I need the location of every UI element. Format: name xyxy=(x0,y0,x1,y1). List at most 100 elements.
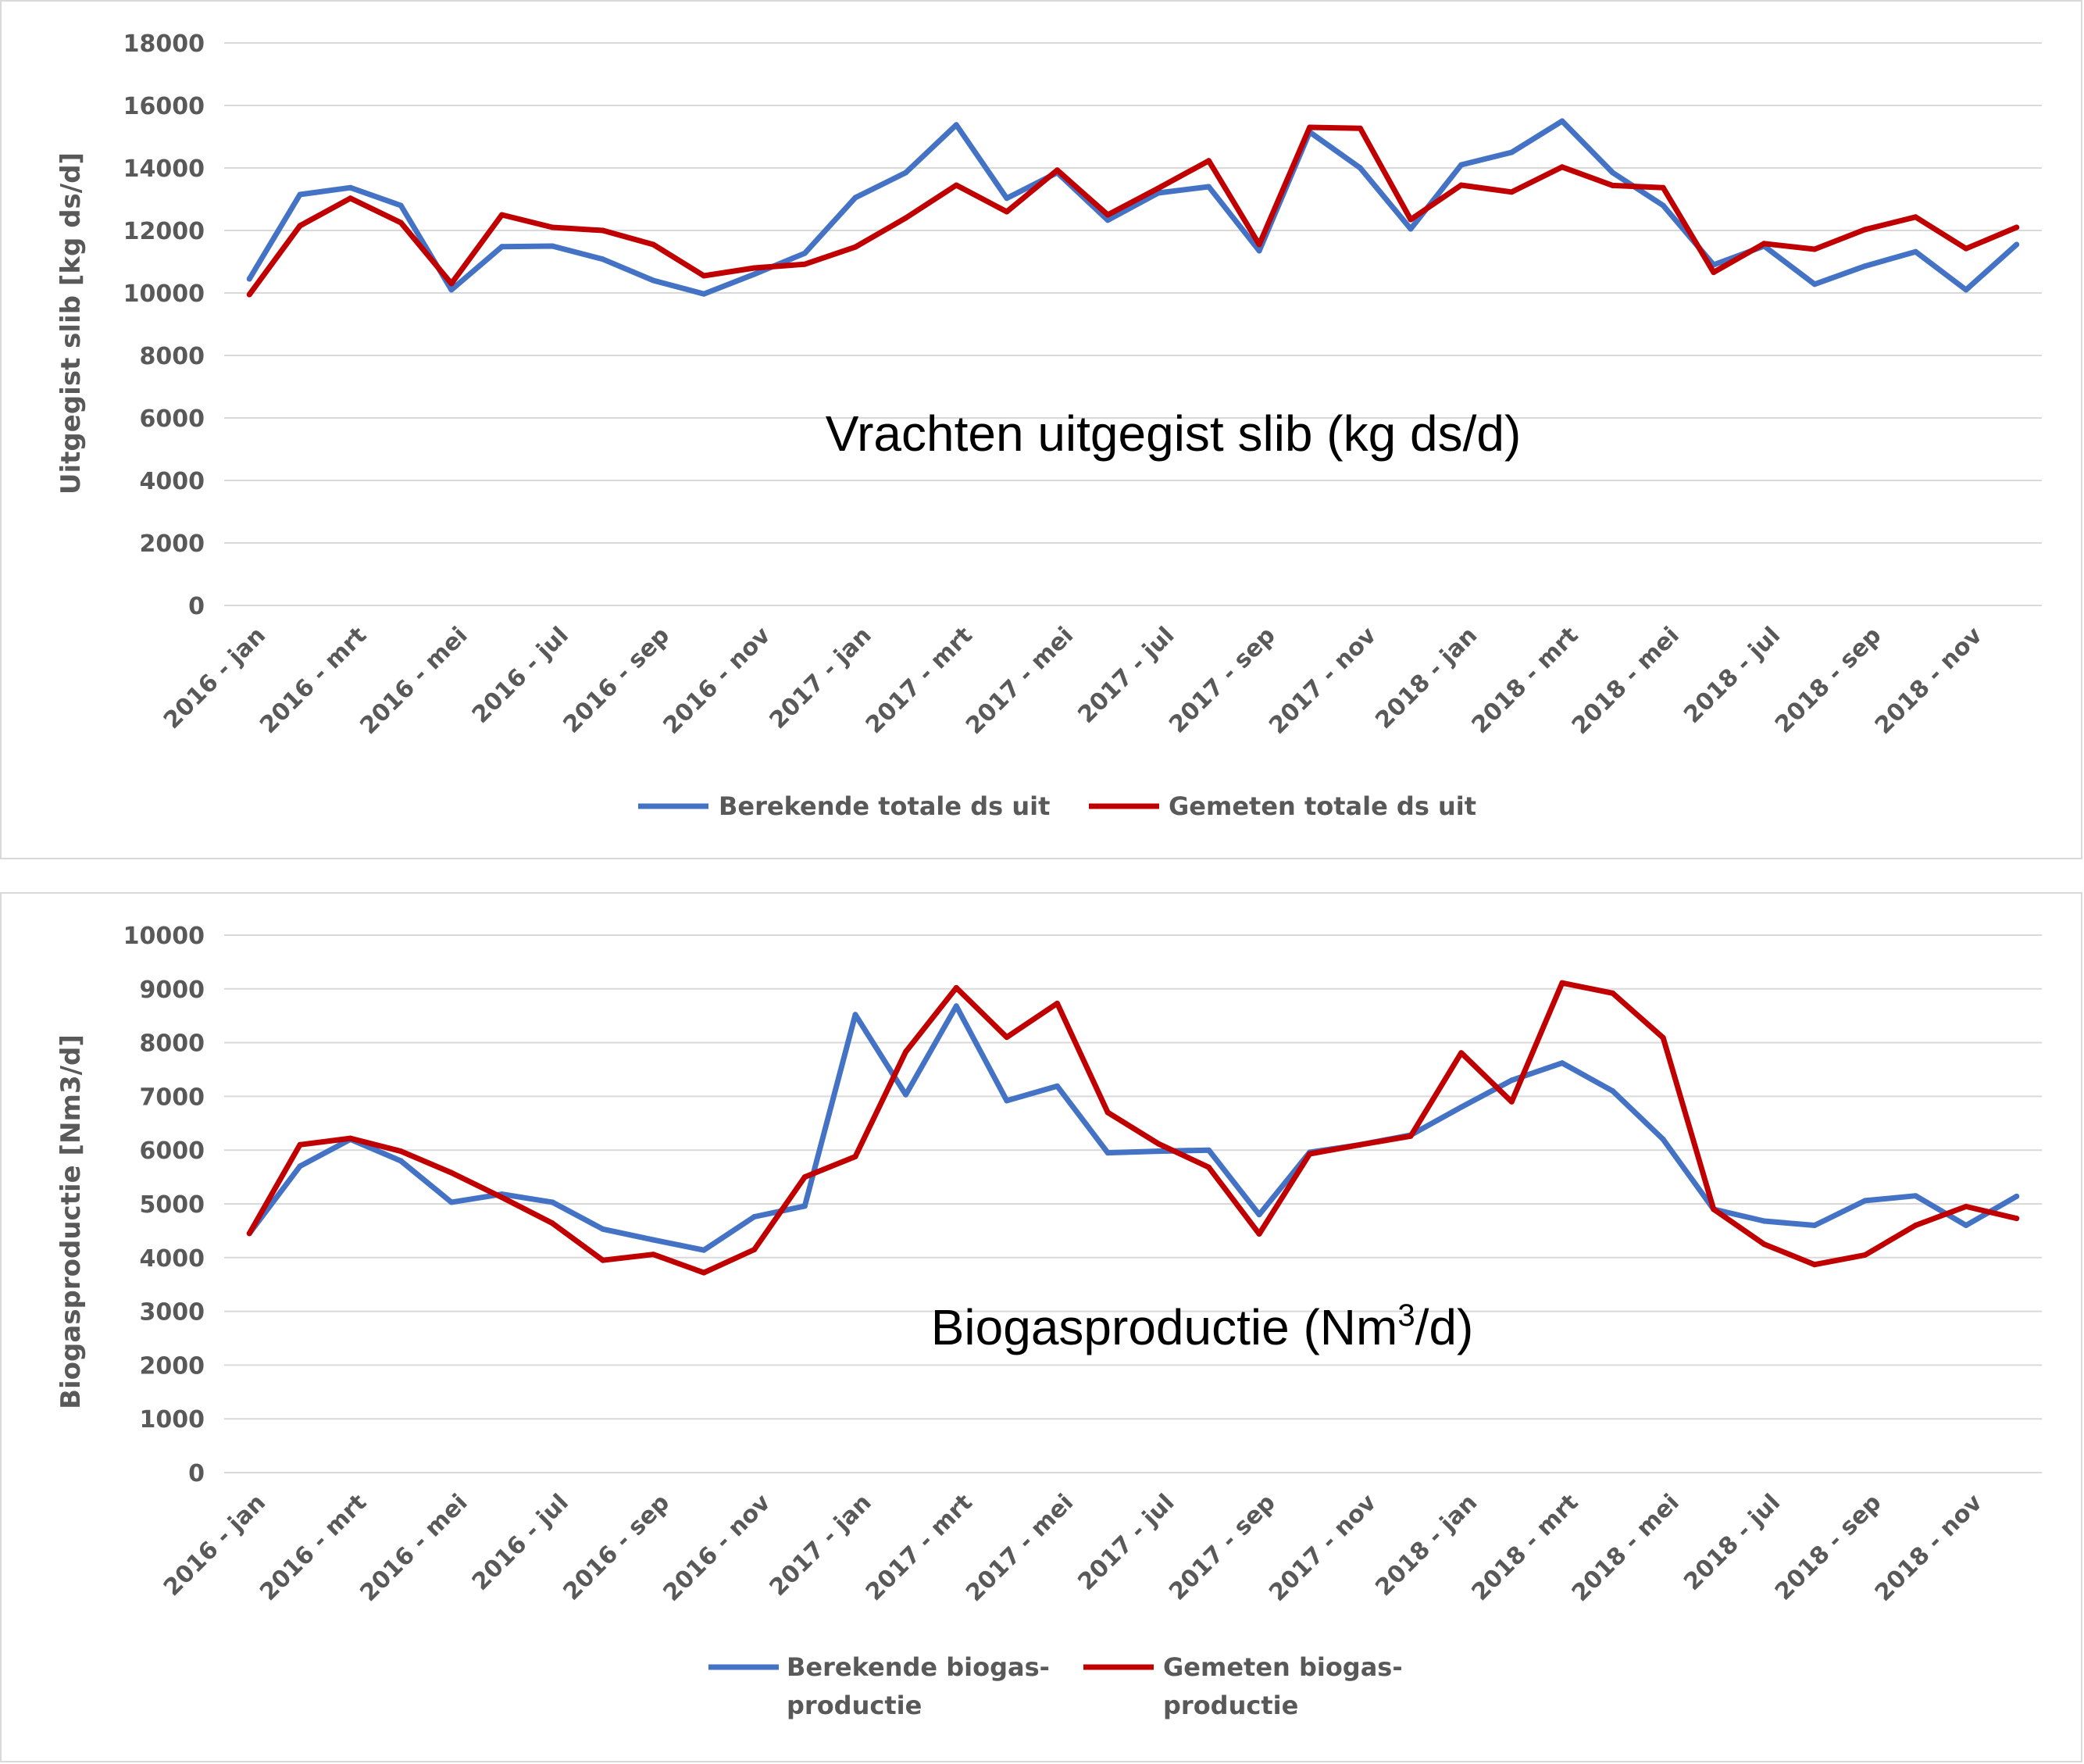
data-point xyxy=(1054,167,1060,173)
x-tick-label: 2016 - jul xyxy=(467,1489,574,1596)
data-point xyxy=(1104,1150,1111,1156)
data-point xyxy=(852,195,858,201)
x-tick-label: 2016 - mei xyxy=(355,1489,473,1607)
data-point xyxy=(2014,1216,2020,1222)
data-point xyxy=(1912,1193,1918,1199)
data-point xyxy=(1155,185,1162,191)
data-point xyxy=(1104,1109,1111,1116)
y-tick-label: 1000 xyxy=(140,1406,205,1434)
x-tick-label: 2016 - nov xyxy=(658,1489,776,1607)
y-tick-label: 2000 xyxy=(140,530,205,558)
data-point xyxy=(701,273,707,279)
chart-overlay-title: Biogasproductie (Nm3/d) xyxy=(931,1298,1474,1355)
data-point xyxy=(1711,1206,1717,1212)
data-point xyxy=(246,291,252,298)
data-point xyxy=(1559,164,1565,170)
data-point xyxy=(751,271,758,277)
y-tick-label: 18000 xyxy=(123,30,205,58)
data-point xyxy=(852,244,858,250)
data-point xyxy=(953,122,959,128)
data-point xyxy=(1458,162,1465,168)
x-tick-label: 2017 - mrt xyxy=(861,1489,978,1606)
x-tick-label: 2017 - jul xyxy=(1072,1489,1179,1596)
data-point xyxy=(1610,1088,1616,1094)
chart-panel-biogas: 0 1000 2000 3000 4000 5000 6000 7000 8000 9000 100… xyxy=(0,892,2082,1762)
x-tick-label: 2017 - nov xyxy=(1264,1489,1382,1607)
x-tick-label: 2017 - jan xyxy=(765,622,877,734)
data-point xyxy=(852,1154,858,1159)
y-tick-label: 12000 xyxy=(123,218,205,245)
data-point xyxy=(1256,248,1262,254)
data-point xyxy=(1054,1000,1060,1006)
y-tick-label: 4000 xyxy=(140,1245,205,1273)
data-point xyxy=(650,277,656,284)
data-point xyxy=(1761,1218,1767,1224)
data-point xyxy=(650,1252,656,1258)
legend-label-berekende: Berekende totale ds uit xyxy=(719,791,1050,821)
data-point xyxy=(1206,1147,1212,1153)
y-tick-label: 6000 xyxy=(140,1137,205,1165)
data-point xyxy=(801,1174,808,1180)
y-tick-label: 10000 xyxy=(123,923,205,950)
x-tick-label: 2017 - jan xyxy=(765,1489,877,1602)
data-point xyxy=(1408,216,1414,223)
data-point xyxy=(1155,1148,1162,1155)
data-point xyxy=(1508,189,1515,195)
data-point xyxy=(1912,214,1918,220)
data-point xyxy=(1559,1060,1565,1066)
data-point xyxy=(549,224,555,230)
data-point xyxy=(801,250,808,256)
data-point xyxy=(448,1199,455,1205)
data-point xyxy=(1761,1241,1767,1248)
x-tick-label: 2017 - jul xyxy=(1072,622,1179,729)
data-point xyxy=(1004,1098,1010,1104)
y-tick-label: 9000 xyxy=(140,977,205,1004)
data-point xyxy=(701,1247,707,1253)
data-point xyxy=(1761,241,1767,247)
data-point xyxy=(1256,1212,1262,1218)
data-point xyxy=(246,276,252,282)
data-point xyxy=(348,1135,354,1141)
data-point xyxy=(1206,1164,1212,1170)
series-line-gemeten xyxy=(246,980,2020,1276)
data-point xyxy=(903,1091,909,1098)
data-point xyxy=(297,1163,303,1169)
x-tick-label: 2016 - mei xyxy=(355,622,473,740)
data-point xyxy=(499,244,505,250)
data-point xyxy=(1912,1223,1918,1228)
legend-label-berekende-line2: productie xyxy=(787,1691,922,1720)
data-point xyxy=(1811,246,1818,252)
data-point xyxy=(348,195,354,202)
data-point xyxy=(953,984,959,991)
x-tick-label: 2016 - nov xyxy=(658,622,776,740)
series-line-berekende xyxy=(246,1003,2020,1253)
data-point xyxy=(1912,248,1918,255)
data-point xyxy=(1307,124,1313,130)
x-tick-label: 2018 - nov xyxy=(1870,1489,1988,1607)
data-point xyxy=(297,1141,303,1148)
data-point xyxy=(448,1169,455,1176)
x-tick-label: 2018 - jan xyxy=(1370,622,1483,734)
y-tick-label: 0 xyxy=(188,1460,205,1487)
legend: Berekende biogas- productie Gemeten biog… xyxy=(708,1652,1403,1720)
data-point xyxy=(1357,125,1363,131)
data-point xyxy=(1508,1098,1515,1105)
y-tick-label: 4000 xyxy=(140,468,205,495)
data-point xyxy=(1458,1050,1465,1056)
data-point xyxy=(1206,158,1212,164)
data-point xyxy=(297,191,303,198)
data-point xyxy=(2014,241,2020,248)
y-tick-label: 16000 xyxy=(123,93,205,120)
data-point xyxy=(1408,226,1414,232)
data-point xyxy=(1155,1141,1162,1147)
data-point xyxy=(499,1194,505,1201)
data-point xyxy=(1862,227,1868,233)
data-point xyxy=(801,1203,808,1209)
data-point xyxy=(751,265,758,271)
data-point xyxy=(1357,165,1363,171)
data-point xyxy=(1610,990,1616,996)
legend-label-gemeten: Gemeten totale ds uit xyxy=(1169,791,1476,821)
x-tick-label: 2016 - mrt xyxy=(255,1489,372,1606)
data-point xyxy=(600,1226,606,1232)
data-point xyxy=(1458,1104,1465,1110)
